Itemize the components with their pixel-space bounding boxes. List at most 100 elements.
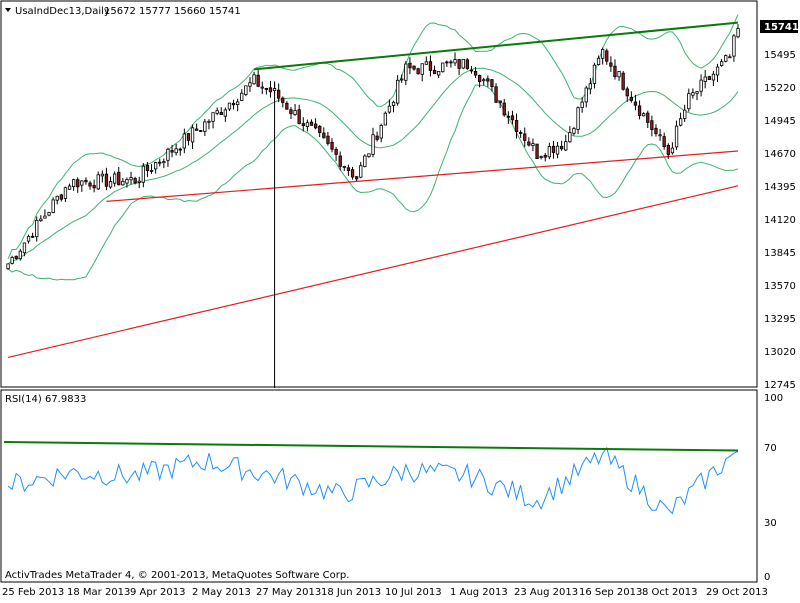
candle-body xyxy=(84,179,88,183)
candle-body xyxy=(453,59,457,64)
candle xyxy=(642,112,646,117)
candle xyxy=(30,232,35,238)
candle xyxy=(617,71,621,81)
candle-body xyxy=(424,61,429,65)
trend-lines xyxy=(7,21,739,358)
candle xyxy=(514,113,519,139)
bollinger-lower xyxy=(7,84,739,281)
candle xyxy=(535,143,539,160)
candle-body xyxy=(543,154,547,158)
candle-body xyxy=(683,109,687,119)
candle-body xyxy=(441,62,445,73)
candle-body xyxy=(227,102,232,110)
candle-body xyxy=(326,135,330,144)
candle-body xyxy=(219,112,223,116)
candle-body xyxy=(420,63,424,75)
candle-body xyxy=(248,82,252,87)
candle-body xyxy=(223,109,228,117)
candle-body xyxy=(670,147,675,154)
candle xyxy=(576,106,580,135)
rsi-axis: 100 70 30 0 xyxy=(764,393,783,583)
candle xyxy=(404,61,408,86)
candle xyxy=(100,170,104,183)
candle-body xyxy=(305,122,310,127)
candle-body xyxy=(498,100,502,104)
candle xyxy=(592,62,597,89)
candle xyxy=(137,176,141,189)
time-axis: 25 Feb 2013 18 Mar 2013 9 Apr 2013 2 May… xyxy=(2,587,768,598)
price-axis: 15495 15220 14945 14670 14395 14120 1384… xyxy=(764,50,796,391)
candle-body xyxy=(605,50,609,62)
rsi-panel-border xyxy=(0,389,758,583)
candle-body xyxy=(6,263,10,270)
candle-body xyxy=(601,49,605,59)
candle-body xyxy=(646,112,650,123)
candle-body xyxy=(486,78,490,82)
candle xyxy=(482,77,486,86)
candle xyxy=(408,57,412,75)
candle-body xyxy=(166,148,170,161)
candle-body xyxy=(354,176,359,180)
candle-body xyxy=(363,155,367,167)
candle-body xyxy=(596,57,601,65)
candle-body xyxy=(535,143,539,160)
candle xyxy=(400,74,404,83)
rsi-trend-line[interactable] xyxy=(3,441,739,452)
chart-header: UsaIndDec13,Daily 15672 15777 15660 1574… xyxy=(5,6,241,17)
candle-body xyxy=(268,87,273,93)
caret-down-icon[interactable] xyxy=(5,8,11,12)
candle-body xyxy=(137,180,141,183)
candle-body xyxy=(387,105,392,113)
candle-body xyxy=(391,101,396,106)
trend-line-green-0[interactable] xyxy=(253,21,739,71)
candle-body xyxy=(301,123,306,126)
time-tick: 8 Oct 2013 xyxy=(642,587,697,598)
candle-body xyxy=(281,97,285,103)
candle-body xyxy=(527,141,531,146)
candle xyxy=(55,195,59,205)
candle xyxy=(711,70,716,87)
time-tick: 18 Jun 2013 xyxy=(321,587,381,598)
candle-body xyxy=(133,178,137,184)
candle-body xyxy=(679,118,683,126)
candle xyxy=(211,112,215,129)
candle-body xyxy=(162,161,166,164)
candle-body xyxy=(576,107,580,130)
trend-line-red-1[interactable] xyxy=(106,150,739,202)
candle-body xyxy=(342,165,347,168)
candle xyxy=(158,158,162,167)
candle xyxy=(461,59,465,70)
candle-body xyxy=(609,62,613,67)
candle-body xyxy=(715,66,720,76)
candle-body xyxy=(10,257,14,264)
candle xyxy=(670,142,675,155)
candle-body xyxy=(293,110,297,115)
candle xyxy=(367,153,371,158)
candle-body xyxy=(490,79,494,87)
candle xyxy=(203,119,207,137)
candle xyxy=(601,47,605,65)
candle-body xyxy=(523,133,527,141)
candle xyxy=(207,119,211,130)
candle-body xyxy=(129,177,133,181)
candle-body xyxy=(477,75,482,82)
candle-body xyxy=(650,120,654,130)
candle-body xyxy=(371,134,375,155)
candle xyxy=(527,137,531,147)
candle xyxy=(125,177,129,188)
candle-body xyxy=(359,165,363,178)
candle-body xyxy=(289,109,293,115)
trend-line-red-2[interactable] xyxy=(7,185,739,358)
candle xyxy=(301,117,306,132)
candle-body xyxy=(662,136,666,148)
candle-body xyxy=(379,125,383,139)
candle-body xyxy=(256,74,260,87)
candle xyxy=(453,52,457,66)
candle xyxy=(428,55,433,77)
candle-body xyxy=(551,145,556,153)
candle-body xyxy=(174,148,178,154)
candle xyxy=(531,138,535,152)
candle-body xyxy=(47,212,51,216)
